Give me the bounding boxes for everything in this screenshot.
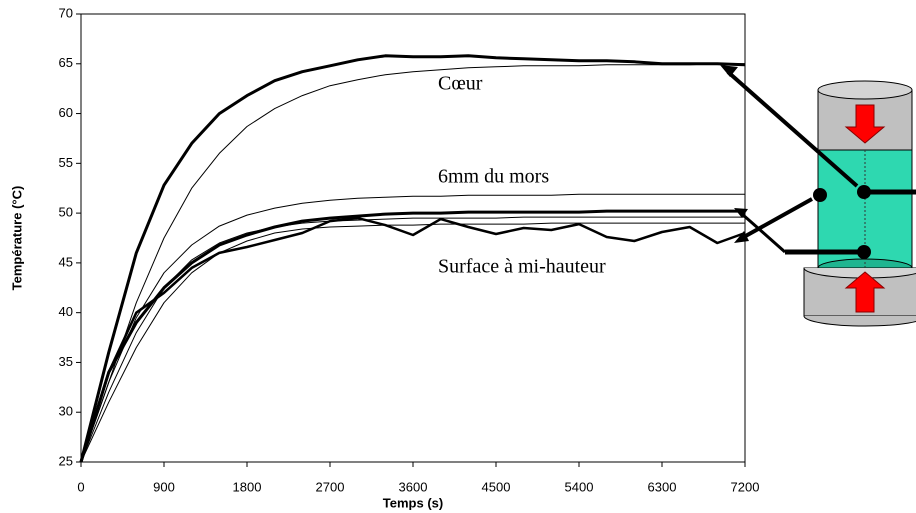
- y-tick-label: 30: [59, 404, 73, 419]
- line-series: [80, 193, 745, 463]
- x-tick-label: 0: [77, 479, 84, 494]
- annotation: Cœur: [438, 73, 483, 95]
- line-series: [80, 222, 745, 463]
- x-tick-label: 5400: [565, 479, 594, 494]
- y-tick-label: 65: [59, 55, 73, 70]
- x-tick-label: 6300: [648, 479, 677, 494]
- x-tick-label: 7200: [731, 479, 760, 494]
- y-tick-label: 60: [59, 105, 73, 120]
- line-series: [79, 216, 746, 463]
- y-tick-label: 35: [59, 354, 73, 369]
- y-tick-label: 25: [59, 453, 73, 468]
- x-axis-label: Temps (s): [383, 495, 443, 510]
- line-series: [80, 216, 745, 463]
- y-tick-label: 50: [59, 205, 73, 220]
- x-tick-label: 4500: [482, 479, 511, 494]
- line-series: [80, 63, 745, 463]
- line-series: [79, 209, 745, 463]
- x-tick-label: 1800: [233, 479, 262, 494]
- y-tick-label: 45: [59, 254, 73, 269]
- annotation: Surface à mi-hauteur: [438, 256, 606, 278]
- x-tick-label: 3600: [399, 479, 428, 494]
- line-series: [79, 54, 746, 463]
- y-tick-label: 40: [59, 304, 73, 319]
- y-axis-label: Température (°C): [9, 186, 24, 291]
- x-tick-label: 900: [153, 479, 175, 494]
- annotation: 6mm du mors: [438, 166, 549, 188]
- y-tick-label: 55: [59, 155, 73, 170]
- y-tick-label: 70: [59, 5, 73, 20]
- specimen-diagram: [720, 65, 916, 327]
- x-tick-label: 2700: [316, 479, 345, 494]
